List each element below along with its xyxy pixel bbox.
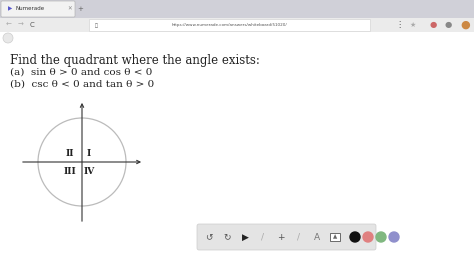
Text: ●: ●: [430, 20, 437, 29]
Text: (b)  csc θ < 0 and tan θ > 0: (b) csc θ < 0 and tan θ > 0: [10, 80, 154, 89]
Text: ●: ●: [460, 20, 470, 30]
FancyBboxPatch shape: [90, 19, 371, 31]
Text: ▶: ▶: [8, 6, 12, 12]
Text: ✕: ✕: [68, 6, 73, 12]
FancyBboxPatch shape: [1, 1, 75, 17]
FancyBboxPatch shape: [197, 224, 376, 250]
Text: ↺: ↺: [205, 232, 213, 241]
Text: +: +: [277, 232, 285, 241]
Bar: [0, 0, 474, 18]
Circle shape: [376, 232, 386, 242]
Text: +: +: [77, 6, 83, 12]
Text: IV: IV: [83, 166, 95, 176]
Text: III: III: [64, 166, 76, 176]
Circle shape: [389, 232, 399, 242]
Text: Find the quadrant where the angle exists:: Find the quadrant where the angle exists…: [10, 54, 260, 67]
Text: ←: ←: [6, 22, 12, 28]
Bar: [0, 18, 474, 32]
Text: A: A: [314, 232, 320, 241]
Text: Numerade: Numerade: [16, 6, 45, 12]
Text: ⋮: ⋮: [395, 20, 403, 29]
Text: ↻: ↻: [223, 232, 231, 241]
Text: →: →: [18, 22, 24, 28]
Text: https://www.numerade.com/answers/whiteboard/51020/: https://www.numerade.com/answers/whitebo…: [172, 23, 288, 27]
Text: 🔒: 🔒: [95, 23, 98, 27]
Circle shape: [363, 232, 373, 242]
Text: ▲: ▲: [333, 234, 337, 240]
Text: ●: ●: [445, 20, 452, 29]
Circle shape: [350, 232, 360, 242]
Text: /: /: [262, 232, 264, 241]
Text: C: C: [30, 22, 35, 28]
Text: I: I: [87, 148, 91, 157]
Text: II: II: [66, 148, 74, 157]
Text: (a)  sin θ > 0 and cos θ < 0: (a) sin θ > 0 and cos θ < 0: [10, 68, 152, 77]
Text: ▶: ▶: [242, 232, 248, 241]
Text: ★: ★: [410, 22, 416, 28]
Bar: [0, 32, 474, 256]
Text: /: /: [298, 232, 301, 241]
Circle shape: [3, 33, 13, 43]
FancyBboxPatch shape: [330, 233, 340, 241]
